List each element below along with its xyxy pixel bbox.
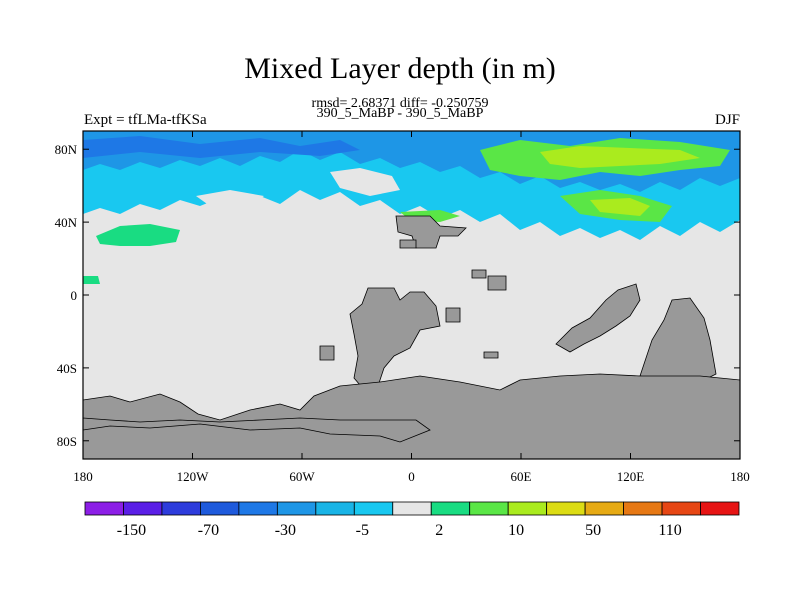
colorbar-label: -70 <box>198 522 219 539</box>
land-masses <box>83 215 740 459</box>
x-tick-label: 0 <box>408 469 415 484</box>
negative-anomaly-core <box>83 136 360 158</box>
colorbar-swatch <box>353 501 394 516</box>
y-tick-label: 80S <box>57 434 77 449</box>
x-tick-label: 60E <box>511 469 532 484</box>
land-island-6 <box>399 239 417 249</box>
colorbar-label: 110 <box>658 522 681 539</box>
x-tick-label: 180 <box>73 469 93 484</box>
land-island-1 <box>471 269 487 279</box>
land-ice-shelf <box>83 417 431 443</box>
colorbar-swatch <box>161 501 201 516</box>
colorbar-label: 50 <box>585 522 601 539</box>
x-tick-label: 120W <box>177 469 210 484</box>
land-island-3 <box>319 345 335 361</box>
y-tick-label: 80N <box>55 142 78 157</box>
colorbar: -150 -70 -30 -5 2 10 50 110 <box>84 501 740 539</box>
land-south-america <box>349 287 441 393</box>
season-label: DJF <box>714 112 740 128</box>
colorbar-swatch <box>200 501 240 516</box>
colorbar-label: -150 <box>117 522 146 539</box>
positive-anomaly-pacific <box>96 224 180 246</box>
x-tick-label: 60W <box>289 469 315 484</box>
colorbar-swatch <box>700 501 740 516</box>
ocean-gap-atlantic <box>330 168 400 196</box>
positive-anomaly-tropical <box>83 276 100 284</box>
colorbar-swatch <box>84 501 124 516</box>
land-antarctica <box>83 373 740 459</box>
colorbar-label: -30 <box>275 522 296 539</box>
positive-anomaly-arctic-core <box>540 146 700 168</box>
x-tick-label: 120E <box>617 469 645 484</box>
colorbar-swatch <box>238 501 278 516</box>
colorbar-swatch <box>507 501 548 516</box>
colorbar-swatch <box>469 501 509 516</box>
land-africa <box>555 283 641 353</box>
experiment-label: Expt = tfLMa-tfKSa <box>84 112 207 128</box>
positive-anomaly-eurasia-core <box>590 198 650 216</box>
colorbar-swatch <box>584 501 624 516</box>
y-tick-label: 40N <box>55 215 78 230</box>
chart-subtitle: 390_5_MaBP - 390_5_MaBP <box>316 106 484 121</box>
colorbar-label: 10 <box>508 522 524 539</box>
colorbar-swatch <box>276 501 317 516</box>
chart-title: Mixed Layer depth (in m) <box>244 52 556 85</box>
x-axis: 180 120W 60W 0 60E 120E 180 <box>73 131 750 484</box>
land-island-4 <box>483 351 499 359</box>
colorbar-swatch <box>661 501 701 516</box>
land-island-5 <box>445 307 461 323</box>
y-tick-label: 40S <box>57 361 77 376</box>
stats-line: rmsd= 2.68371 diff= -0.250759 <box>311 96 489 111</box>
colorbar-swatch <box>623 501 663 516</box>
map-field <box>83 131 740 459</box>
colorbar-swatch <box>430 501 471 516</box>
colorbar-swatch <box>546 501 586 516</box>
colorbar-swatch <box>392 501 432 516</box>
colorbar-label: -5 <box>356 522 369 539</box>
x-tick-label: 180 <box>730 469 750 484</box>
colorbar-label: 2 <box>435 522 443 539</box>
colorbar-swatch <box>315 501 355 516</box>
y-tick-label: 0 <box>71 288 78 303</box>
ocean-gap-pacific <box>196 190 264 206</box>
colorbar-swatch <box>123 501 163 516</box>
y-axis: 80N 40N 0 40S 80S <box>55 142 740 449</box>
land-island-2 <box>487 275 507 291</box>
